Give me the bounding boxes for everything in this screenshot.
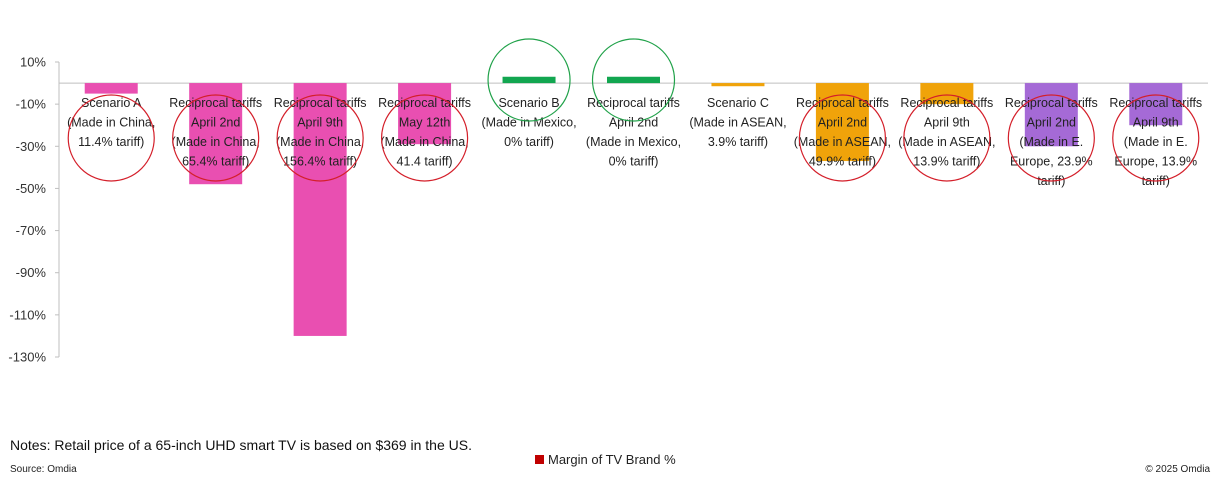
- category-label-line: (Made in ASEAN,: [689, 116, 786, 130]
- category-label-line: (Made in E.: [1124, 135, 1188, 149]
- y-tick-label: 10%: [20, 55, 46, 70]
- chart-legend: Margin of TV Brand %: [535, 452, 676, 467]
- category-label-line: Reciprocal tariffs: [1109, 96, 1202, 110]
- category-label-line: (Made in Mexico,: [586, 135, 681, 149]
- category-label-line: April 9th: [297, 116, 343, 130]
- category-label-line: 11.4% tariff): [78, 135, 144, 149]
- annotation-circle: [1112, 94, 1200, 182]
- annotation-circle: [487, 38, 571, 122]
- bar: [293, 83, 347, 336]
- category-label-line: Reciprocal tariffs: [169, 96, 262, 110]
- category-label-layer: Scenario A (Made in China, 11.4% tariff) Re…: [67, 96, 1202, 188]
- category-label-line: (Made in China,: [380, 135, 468, 149]
- annotation-circle: [798, 94, 887, 182]
- category-label: Reciprocal tariffs April 2nd (Made in Chin…: [169, 96, 262, 169]
- category-label-line: Reciprocal tariffs: [900, 96, 993, 110]
- category-label-line: April 9th: [924, 116, 970, 130]
- y-tick-label: -110%: [9, 307, 46, 322]
- category-label: Reciprocal tariffs April 2nd (Made in ASEA…: [794, 96, 891, 169]
- bar: [1129, 83, 1183, 126]
- category-label: Scenario B (Made in Mexico, 0% tariff): [481, 96, 576, 149]
- category-label: Reciprocal tariffs April 9th (Made in ASEA…: [898, 96, 995, 169]
- category-label-line: Scenario C: [707, 96, 769, 110]
- bar: [920, 83, 974, 105]
- category-label-line: (Made in ASEAN,: [898, 135, 995, 149]
- y-tick-label: -30%: [16, 139, 47, 154]
- category-label-line: 3.9% tariff): [708, 135, 768, 149]
- y-tick-label: -70%: [16, 223, 47, 238]
- y-tick-label: -90%: [16, 265, 47, 280]
- category-label-line: (Made in China,: [67, 116, 155, 130]
- chart-canvas: 10% -10% -30% -50% -70% -90% -110% -130% Scenar…: [8, 38, 1208, 365]
- annotation-circle: [903, 94, 991, 182]
- legend-swatch: [535, 455, 544, 464]
- category-label-line: Reciprocal tariffs: [587, 96, 680, 110]
- category-label-line: 49.9% tariff): [809, 155, 876, 169]
- category-label-line: 65.4% tariff): [182, 155, 249, 169]
- y-tick-label: -130%: [8, 350, 46, 365]
- chart-notes: Notes: Retail price of a 65-inch UHD sma…: [10, 437, 472, 453]
- category-label-line: 156.4% tariff): [283, 155, 357, 169]
- category-label-line: April 9th: [1133, 116, 1179, 130]
- category-label-line: 0% tariff): [609, 155, 659, 169]
- category-label-line: (Made in ASEAN,: [794, 135, 891, 149]
- bar: [502, 76, 556, 84]
- category-label: Reciprocal tariffs April 9th (Made in Chin…: [274, 96, 367, 169]
- category-label: Reciprocal tariffs April 2nd (Made in E. Eu…: [1005, 96, 1098, 188]
- category-label-line: (Made in E.: [1019, 135, 1083, 149]
- source-note: Source: Omdia: [10, 464, 77, 475]
- category-label-line: (Made in Mexico,: [481, 116, 576, 130]
- category-label: Scenario A (Made in China, 11.4% tariff): [67, 96, 155, 149]
- annotation-circle: [1007, 94, 1095, 182]
- bar: [1024, 83, 1078, 147]
- category-label: Reciprocal tariffs April 9th (Made in E. Eu…: [1109, 96, 1202, 188]
- annotation-circle-layer: [67, 38, 1200, 182]
- category-label: Scenario C (Made in ASEAN, 3.9% tariff): [689, 96, 786, 149]
- category-label: Reciprocal tariffs April 2nd (Made in Mexi…: [586, 96, 681, 169]
- copyright-note: © 2025 Omdia: [1145, 464, 1210, 475]
- annotation-circle: [591, 38, 676, 122]
- bar: [815, 83, 869, 162]
- category-label-line: Reciprocal tariffs: [378, 96, 471, 110]
- annotation-circle: [380, 94, 469, 182]
- category-label-line: Europe, 13.9%: [1114, 155, 1197, 169]
- bar: [711, 83, 765, 87]
- legend-label: Margin of TV Brand %: [548, 452, 676, 467]
- category-label-line: Reciprocal tariffs: [796, 96, 889, 110]
- category-label-line: (Made in China,: [172, 135, 260, 149]
- category-label-line: Reciprocal tariffs: [274, 96, 367, 110]
- bar-layer: [84, 76, 1183, 336]
- category-label-line: (Made in China,: [276, 135, 364, 149]
- category-label-line: 41.4 tariff): [397, 155, 453, 169]
- bar: [607, 76, 660, 84]
- bar: [398, 83, 452, 145]
- category-label-line: Reciprocal tariffs: [1005, 96, 1098, 110]
- annotation-circle: [67, 94, 155, 182]
- category-label-line: April 2nd: [818, 116, 867, 130]
- category-label-line: Scenario B: [498, 96, 559, 110]
- category-label-line: April 2nd: [191, 116, 240, 130]
- y-tick-label: -10%: [16, 97, 47, 112]
- y-tick-label: -50%: [16, 181, 47, 196]
- annotation-circle: [172, 94, 260, 182]
- annotation-circle: [276, 94, 364, 182]
- category-label-line: Europe, 23.9%: [1010, 155, 1093, 169]
- category-label-line: 13.9% tariff): [913, 155, 980, 169]
- bar: [84, 83, 138, 94]
- category-label: Reciprocal tariffs May 12th (Made in China…: [378, 96, 471, 169]
- category-label-line: 0% tariff): [504, 135, 554, 149]
- category-label-line: April 2nd: [1027, 116, 1076, 130]
- category-label-line: Scenario A: [81, 96, 142, 110]
- category-label-line: May 12th: [399, 116, 450, 130]
- bar: [189, 83, 243, 185]
